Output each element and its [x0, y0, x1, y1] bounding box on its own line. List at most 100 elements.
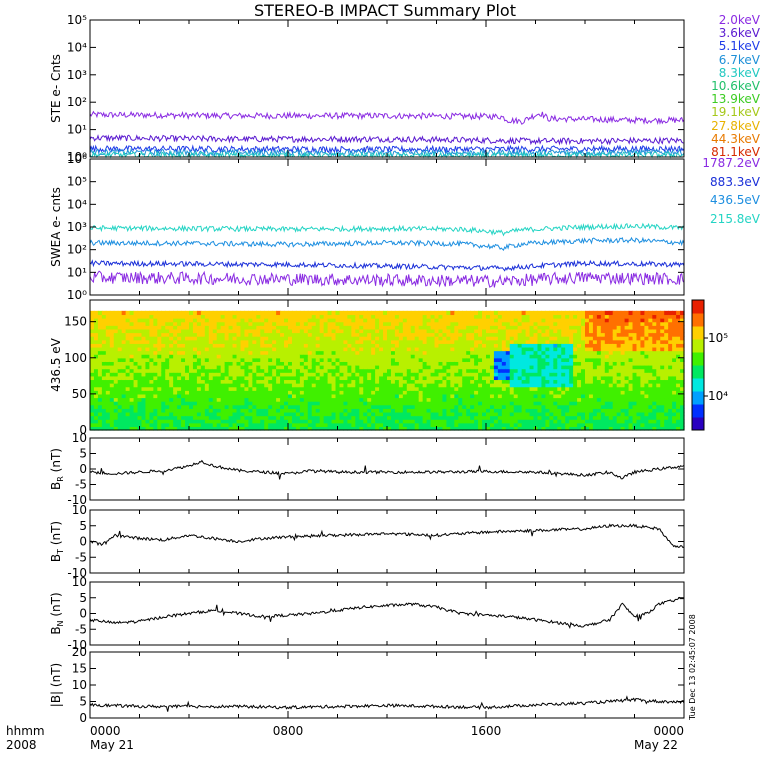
heatmap-cell [339, 422, 345, 427]
heatmap-cell [343, 404, 348, 409]
heatmap-cell [596, 346, 602, 352]
heatmap-cell [541, 390, 546, 395]
heatmap-cell [482, 325, 487, 330]
heatmap-cell [501, 419, 507, 424]
heatmap-cell [125, 361, 131, 366]
heatmap-cell [608, 411, 614, 417]
heatmap-cell [212, 314, 218, 319]
heatmap-cell [592, 397, 598, 402]
heatmap-cell [260, 325, 265, 330]
heatmap-cell [200, 321, 206, 326]
heatmap-cell [517, 365, 523, 370]
heatmap-cell [264, 336, 269, 341]
heatmap-cell [497, 393, 503, 399]
heatmap-cell [359, 415, 364, 420]
heatmap-cell [196, 383, 202, 388]
heatmap-cell [652, 346, 657, 352]
heatmap-cell [355, 350, 360, 355]
heatmap-cell [315, 404, 321, 409]
heatmap-cell [220, 426, 226, 431]
heatmap-cell [192, 404, 198, 409]
heatmap-cell [268, 354, 273, 359]
heatmap-cell [509, 318, 515, 323]
heatmap-cell [553, 375, 558, 381]
heatmap-cell [169, 383, 174, 388]
heatmap-cell [311, 408, 317, 413]
heatmap-cell [272, 411, 277, 417]
heatmap-cell [406, 386, 412, 391]
heatmap-cell [521, 404, 527, 409]
heatmap-cell [418, 419, 424, 424]
heatmap-cell [422, 415, 428, 420]
heatmap-cell [493, 422, 499, 427]
heatmap-cell [335, 339, 341, 344]
heatmap-cell [331, 397, 337, 402]
heatmap-cell [486, 404, 491, 409]
heatmap-cell [620, 393, 626, 399]
heatmap-cell [454, 365, 459, 370]
heatmap-cell [414, 357, 420, 362]
heatmap-cell [513, 339, 519, 344]
heatmap-cell [434, 393, 440, 399]
heatmap-cell [581, 310, 586, 316]
heatmap-cell [161, 339, 166, 344]
heatmap-cell [462, 419, 467, 424]
heatmap-cell [129, 386, 135, 391]
heatmap-cell [339, 361, 345, 366]
heatmap-cell [486, 332, 491, 337]
heatmap-cell [125, 426, 131, 431]
heatmap-cell [648, 415, 653, 420]
heatmap-cell [264, 357, 269, 362]
heatmap-cell [260, 354, 265, 359]
heatmap-cell [628, 357, 634, 362]
heatmap-cell [565, 386, 570, 391]
heatmap-cell [569, 346, 574, 352]
heatmap-cell [311, 368, 317, 373]
heatmap-cell [525, 365, 531, 370]
heatmap-cell [208, 372, 214, 377]
heatmap-cell [493, 404, 499, 409]
heatmap-cell [549, 422, 554, 427]
heatmap-cell [414, 375, 420, 381]
heatmap-cell [466, 422, 471, 427]
heatmap-cell [169, 415, 174, 420]
heatmap-cell [232, 314, 238, 319]
heatmap-cell [640, 361, 645, 366]
heatmap-cell [276, 386, 281, 391]
heatmap-cell [588, 368, 594, 373]
heatmap-cell [664, 379, 669, 384]
heatmap-cell [272, 354, 277, 359]
heatmap-cell [220, 404, 226, 409]
heatmap-cell [462, 372, 467, 377]
heatmap-cell [478, 390, 483, 395]
heatmap-cell [398, 383, 404, 388]
heatmap-cell [375, 426, 380, 431]
heatmap-cell [141, 393, 147, 399]
heatmap-cell [394, 365, 400, 370]
heatmap-cell [664, 314, 669, 319]
heatmap-cell [588, 354, 594, 359]
heatmap-cell [628, 321, 634, 326]
heatmap-cell [486, 336, 491, 341]
heatmap-cell [422, 361, 428, 366]
heatmap-cell [216, 354, 222, 359]
heatmap-cell [493, 419, 499, 424]
heatmap-cell [418, 379, 424, 384]
heatmap-cell [236, 368, 242, 373]
heatmap-cell [426, 411, 432, 417]
heatmap-cell [248, 332, 253, 337]
heatmap-cell [608, 350, 614, 355]
heatmap-cell [264, 408, 269, 413]
heatmap-cell [533, 365, 539, 370]
heatmap-cell [347, 325, 352, 330]
heatmap-cell [276, 419, 281, 424]
heatmap-cell [90, 343, 95, 348]
heatmap-cell [402, 411, 408, 417]
heatmap-cell [656, 346, 661, 352]
heatmap-cell [272, 375, 277, 381]
heatmap-cell [493, 350, 499, 355]
heatmap-cell [121, 321, 127, 326]
heatmap-cell [596, 375, 602, 381]
heatmap-cell [141, 346, 147, 352]
heatmap-cell [236, 365, 242, 370]
